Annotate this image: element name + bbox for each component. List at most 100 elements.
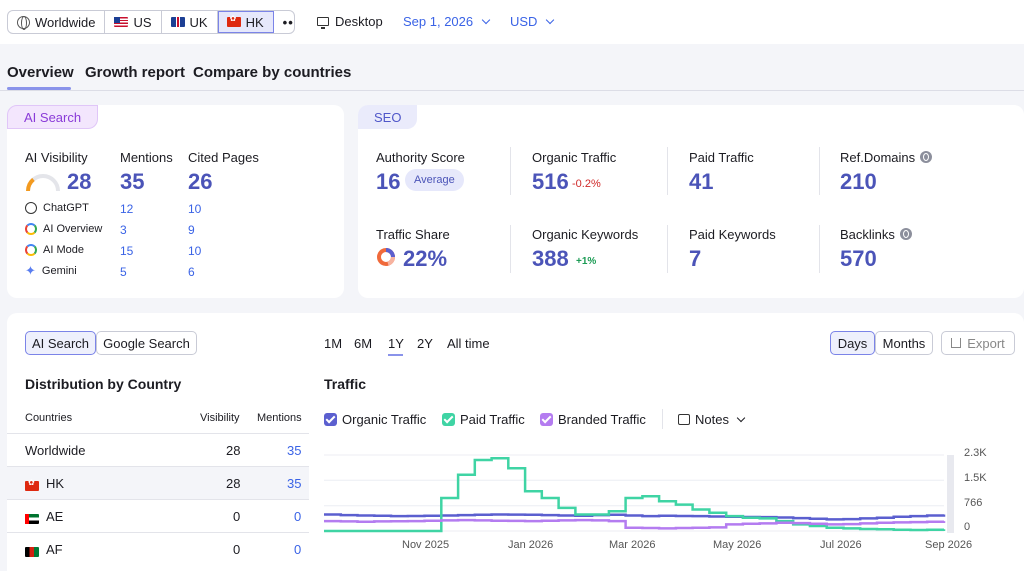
visibility-value: 28 <box>226 476 241 491</box>
granularity-months[interactable]: Months <box>875 331 933 355</box>
legend-paid-traffic[interactable]: Paid Traffic <box>442 412 525 427</box>
more-regions-button[interactable]: ••• <box>282 14 294 30</box>
divider <box>510 225 511 273</box>
region-us[interactable]: US <box>105 11 162 33</box>
backlinks-label[interactable]: Backlinks <box>840 227 912 242</box>
traffic-share-value: 22% <box>403 246 448 271</box>
divider <box>667 147 668 195</box>
chatgpt-mentions[interactable]: 12 <box>120 202 134 216</box>
mentions-link[interactable]: 0 <box>294 509 302 524</box>
checkbox-icon[interactable] <box>540 413 553 426</box>
region-uk[interactable]: UK <box>162 11 218 33</box>
chevron-down-icon <box>736 413 746 422</box>
col-mentions: Mentions <box>257 412 302 424</box>
chevron-down-icon <box>546 15 555 24</box>
series-line-branded-traffic <box>324 518 946 530</box>
country-name: AE <box>46 509 64 524</box>
range-all-time[interactable]: All time <box>447 336 490 351</box>
y-tick-label: 1.5K <box>964 472 987 484</box>
active-range-indicator <box>388 354 403 356</box>
hk-flag-icon <box>226 14 241 27</box>
tab-bar: Overview Growth report Compare by countr… <box>0 44 1024 91</box>
mentions-link[interactable]: 35 <box>287 443 302 458</box>
organic-traffic-label[interactable]: Organic Traffic <box>532 150 617 165</box>
tab-overview[interactable]: Overview <box>7 64 74 81</box>
mentions-value: 35 <box>120 169 145 194</box>
platform-gemini[interactable]: ✦ Gemini <box>25 263 77 278</box>
info-icon[interactable] <box>899 228 912 240</box>
ai-search-pill: AI Search <box>7 105 99 129</box>
mentions-link[interactable]: 35 <box>287 476 302 491</box>
gemini-icon: ✦ <box>25 263 36 278</box>
country-name: HK <box>46 476 65 491</box>
chart-scrollbar[interactable] <box>947 455 954 533</box>
paid-traffic-value[interactable]: 41 <box>689 169 714 194</box>
organic-traffic-value[interactable]: 516 <box>532 169 569 194</box>
range-1y[interactable]: 1Y <box>388 336 404 351</box>
series-line-paid-traffic <box>324 457 946 533</box>
toggle-ai-search[interactable]: AI Search <box>25 331 96 355</box>
chatgpt-icon <box>25 202 37 214</box>
table-row[interactable]: HK 28 35 <box>7 466 309 499</box>
legend-organic-traffic[interactable]: Organic Traffic <box>324 412 426 427</box>
ai-overview-mentions[interactable]: 3 <box>120 223 127 237</box>
paid-keywords-value[interactable]: 7 <box>689 246 702 271</box>
currency-selector[interactable]: USD <box>510 14 555 29</box>
checkbox-icon[interactable] <box>324 413 337 426</box>
notes-dropdown[interactable]: Notes <box>678 412 746 427</box>
platform-ai-overview[interactable]: AI Overview <box>25 223 102 235</box>
traffic-title: Traffic <box>324 376 367 392</box>
paid-traffic-label[interactable]: Paid Traffic <box>689 150 754 165</box>
backlinks-value[interactable]: 570 <box>840 246 877 271</box>
ref-domains-label[interactable]: Ref.Domains <box>840 150 933 165</box>
table-row[interactable]: Worldwide 28 35 <box>7 433 309 466</box>
table-row[interactable]: AE 0 0 <box>7 499 309 532</box>
authority-score-value: 16 <box>376 169 401 194</box>
ai-overview-cited[interactable]: 9 <box>188 223 195 237</box>
platform-ai-mode[interactable]: AI Mode <box>25 244 84 256</box>
info-icon[interactable] <box>920 151 933 163</box>
organic-keywords-value[interactable]: 388 <box>532 246 569 271</box>
seo-card: SEO Authority Score 16 Average Organic T… <box>358 105 1024 298</box>
export-button[interactable]: Export <box>941 331 1015 355</box>
date-selector[interactable]: Sep 1, 2026 <box>403 14 491 29</box>
visibility-value: 0 <box>233 542 241 557</box>
checkbox-icon[interactable] <box>442 413 455 426</box>
google-icon <box>25 244 37 256</box>
ref-domains-value[interactable]: 210 <box>840 169 877 194</box>
authority-score-label: Authority Score <box>376 150 465 165</box>
region-hk[interactable]: HK <box>217 11 274 33</box>
organic-keywords-label[interactable]: Organic Keywords <box>532 227 639 242</box>
traffic-chart <box>324 454 954 533</box>
cited-pages-label: Cited Pages <box>188 150 259 165</box>
col-visibility: Visibility <box>200 412 240 424</box>
device-selector[interactable]: Desktop <box>317 14 383 29</box>
organic-traffic-delta: -0.2% <box>572 178 601 190</box>
legend-branded-traffic[interactable]: Branded Traffic <box>540 412 646 427</box>
visibility-value: 0 <box>233 509 241 524</box>
traffic-share-donut-icon <box>377 248 395 266</box>
range-1m[interactable]: 1M <box>324 336 343 351</box>
ai-mode-mentions[interactable]: 15 <box>120 244 134 258</box>
af-flag-icon <box>25 547 39 557</box>
range-6m[interactable]: 6M <box>354 336 373 351</box>
mentions-label: Mentions <box>120 150 173 165</box>
region-worldwide[interactable]: Worldwide <box>8 11 106 33</box>
range-2y[interactable]: 2Y <box>417 336 433 351</box>
uk-flag-icon <box>170 17 185 27</box>
ai-mode-cited[interactable]: 10 <box>188 244 202 258</box>
mentions-link[interactable]: 0 <box>294 542 302 557</box>
gemini-cited[interactable]: 6 <box>188 265 195 279</box>
toggle-google-search[interactable]: Google Search <box>96 331 197 355</box>
tab-growth-report[interactable]: Growth report <box>85 64 185 81</box>
platform-chatgpt[interactable]: ChatGPT <box>25 202 89 214</box>
paid-keywords-label[interactable]: Paid Keywords <box>689 227 776 242</box>
chatgpt-cited[interactable]: 10 <box>188 202 202 216</box>
y-tick-label: 0 <box>964 521 971 533</box>
x-tick-label: Sep 2026 <box>925 539 973 551</box>
gemini-mentions[interactable]: 5 <box>120 265 127 279</box>
tab-compare-by-countries[interactable]: Compare by countries <box>193 64 352 81</box>
granularity-days[interactable]: Days <box>830 331 875 355</box>
table-row[interactable]: AF 0 0 <box>7 532 309 565</box>
divider <box>819 147 820 195</box>
